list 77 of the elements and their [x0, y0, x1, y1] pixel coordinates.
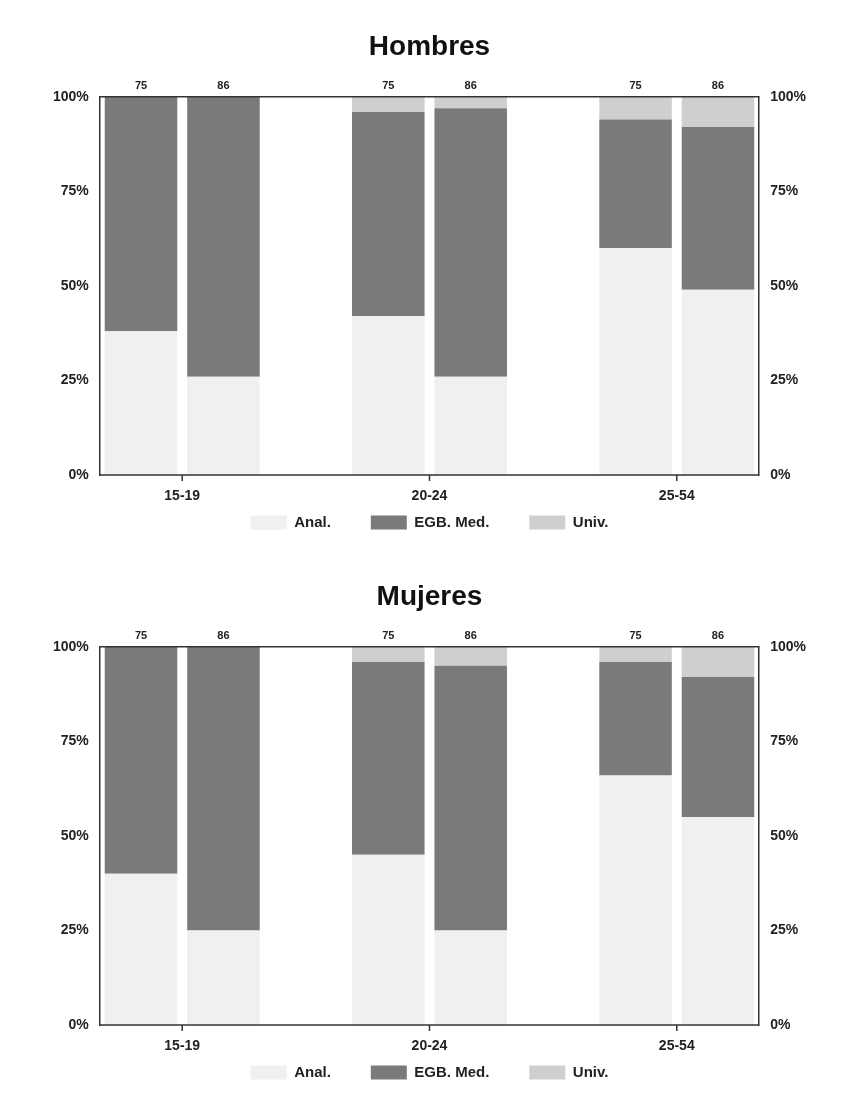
legend-label: Univ.	[572, 512, 609, 530]
y-tick-label: 25%	[60, 371, 90, 388]
legend-label: EGB. Med.	[414, 512, 490, 530]
text: 20-24	[411, 486, 448, 503]
y2-tick-label: 0%	[770, 1015, 791, 1032]
y2-tick-label: 25%	[770, 371, 799, 388]
y-tick-label: 50%	[60, 276, 90, 293]
bar	[187, 376, 260, 475]
x-tick-label: 75	[629, 629, 642, 642]
y-tick-label: 75%	[60, 732, 90, 749]
text: 15-19	[164, 486, 201, 503]
y-tick-label: 100%	[52, 87, 90, 104]
bar	[187, 646, 260, 931]
x-tick-label: 86	[464, 79, 477, 92]
y2-tick-label: 75%	[770, 732, 799, 749]
y2-tick-label: 75%	[770, 182, 799, 199]
x-tick-label: 75	[382, 79, 395, 92]
y-tick-label: 50%	[60, 826, 90, 843]
bar	[599, 96, 672, 120]
x-tick-label: 86	[217, 79, 230, 92]
y-tick-label: 75%	[60, 182, 90, 199]
bar	[599, 661, 672, 776]
y-tick-label: 0%	[68, 1015, 90, 1032]
x-tick-label: 86	[711, 79, 725, 92]
bar	[681, 289, 755, 475]
y2-tick-label: 0%	[770, 465, 791, 482]
bar	[352, 316, 425, 475]
bar	[434, 376, 507, 475]
x-tick-label: 86	[464, 629, 477, 642]
bar	[352, 111, 425, 317]
bar	[104, 646, 178, 874]
bar	[681, 127, 755, 290]
text: 25-54	[658, 486, 695, 503]
bar	[104, 873, 178, 1025]
bar	[352, 661, 425, 855]
x-tick-label: 75	[134, 79, 148, 92]
legend-label: Univ.	[572, 1062, 609, 1080]
legend-label: EGB. Med.	[414, 1062, 490, 1080]
bar	[599, 248, 672, 475]
bar	[599, 119, 672, 249]
x-tick-label: 75	[382, 629, 395, 642]
text: 25-54	[658, 1036, 695, 1053]
legend-label: Anal.	[294, 1062, 331, 1080]
y-tick-label: 0%	[68, 465, 90, 482]
bar	[187, 96, 260, 377]
bar	[681, 677, 755, 817]
y2-tick-label: 50%	[770, 826, 799, 843]
y-tick-label: 25%	[60, 921, 90, 938]
x-tick-label: 86	[217, 629, 230, 642]
y2-tick-label: 100%	[770, 87, 807, 104]
bar	[434, 930, 507, 1025]
y-tick-label: 100%	[52, 637, 90, 654]
bar	[681, 646, 755, 678]
text: 20-24	[411, 1036, 448, 1053]
text: 15-19	[164, 1036, 201, 1053]
y2-tick-label: 25%	[770, 921, 799, 938]
bar	[434, 646, 507, 666]
legend-label: Anal.	[294, 512, 331, 530]
x-tick-label: 86	[711, 629, 725, 642]
bar	[352, 854, 425, 1025]
y2-tick-label: 100%	[770, 637, 807, 654]
y2-tick-label: 50%	[770, 276, 799, 293]
chart-title: Hombres	[368, 29, 491, 61]
chart-title: Mujeres	[376, 579, 483, 611]
bar	[599, 646, 672, 662]
bar	[352, 96, 425, 112]
bar	[681, 96, 755, 128]
bar	[434, 665, 507, 931]
x-tick-label: 75	[134, 629, 148, 642]
bar	[681, 816, 755, 1025]
bar	[599, 775, 672, 1025]
bar	[104, 96, 178, 332]
x-tick-label: 75	[629, 79, 642, 92]
bar	[352, 646, 425, 662]
bar	[187, 930, 260, 1025]
bar	[434, 108, 507, 377]
bar	[104, 331, 178, 475]
